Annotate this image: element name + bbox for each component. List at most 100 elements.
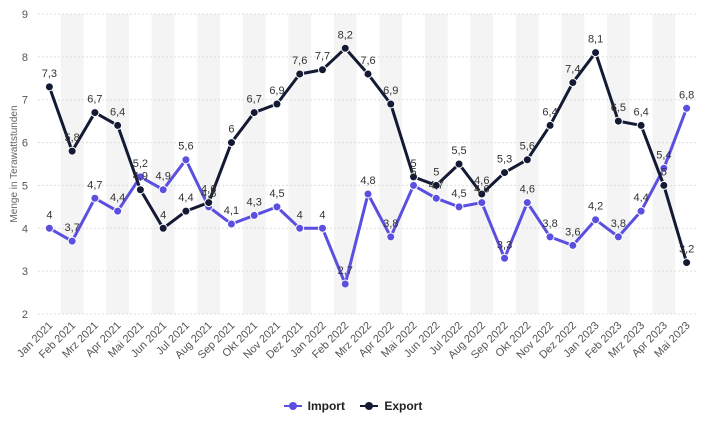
data-label-import: 4,4 — [110, 192, 125, 204]
legend: Import Export — [0, 399, 706, 414]
data-point-export — [317, 65, 327, 75]
data-point-export — [613, 116, 623, 126]
data-point-export — [204, 198, 214, 208]
data-label-import: 3,8 — [611, 218, 626, 230]
data-point-import — [454, 202, 464, 212]
data-point-export — [272, 99, 282, 109]
data-label-export: 8,2 — [338, 29, 353, 41]
data-point-export — [545, 120, 555, 130]
data-point-export — [363, 69, 373, 79]
data-point-export — [682, 258, 692, 268]
y-tick-label: 3 — [22, 266, 28, 278]
data-label-import: 4,5 — [201, 188, 216, 200]
column-band — [424, 14, 448, 314]
column-band — [151, 14, 175, 314]
y-tick-label: 2 — [22, 309, 28, 321]
data-label-import: 5,2 — [133, 158, 148, 170]
data-label-export: 4,9 — [133, 171, 148, 183]
data-point-import — [545, 232, 555, 242]
data-point-export — [454, 159, 464, 169]
data-label-import: 6,8 — [679, 89, 694, 101]
legend-label-import: Import — [307, 399, 345, 413]
data-point-export — [522, 155, 532, 165]
y-tick-label: 4 — [22, 223, 28, 235]
column-band — [288, 14, 312, 314]
data-point-import — [90, 193, 100, 203]
data-point-export — [90, 108, 100, 118]
column-band — [606, 14, 630, 314]
data-label-export: 6 — [228, 124, 234, 136]
data-label-export: 8,1 — [588, 34, 603, 46]
data-label-export: 6,9 — [383, 85, 398, 97]
y-tick-label: 7 — [22, 95, 28, 107]
data-label-import: 4,6 — [474, 184, 489, 196]
data-point-import — [249, 210, 259, 220]
data-point-export — [44, 82, 54, 92]
data-point-import — [363, 189, 373, 199]
data-label-export: 6,5 — [611, 102, 626, 114]
data-point-export — [500, 168, 510, 178]
data-point-export — [477, 189, 487, 199]
data-point-import — [568, 240, 578, 250]
legend-item-export[interactable]: Export — [360, 399, 422, 413]
data-label-import: 4,9 — [156, 171, 171, 183]
data-point-export — [386, 99, 396, 109]
data-point-export — [181, 206, 191, 216]
data-point-import — [181, 155, 191, 165]
column-band — [60, 14, 84, 314]
data-label-import: 4,5 — [451, 188, 466, 200]
data-point-export — [591, 48, 601, 58]
data-point-import — [500, 253, 510, 263]
data-point-export — [113, 120, 123, 130]
data-point-import — [659, 163, 669, 173]
column-band — [197, 14, 221, 314]
data-point-import — [67, 236, 77, 246]
column-band — [470, 14, 494, 314]
data-point-export — [249, 108, 259, 118]
data-label-import: 3,6 — [565, 226, 580, 238]
data-label-export: 6,4 — [633, 106, 648, 118]
data-label-export: 4 — [160, 209, 166, 221]
legend-label-export: Export — [384, 399, 423, 413]
data-label-export: 5,3 — [497, 154, 512, 166]
data-label-import: 4,2 — [588, 201, 603, 213]
data-labels: 43,74,74,45,24,95,64,54,14,34,54 42,74,83… — [42, 29, 695, 277]
data-label-export: 4,6 — [474, 175, 489, 187]
data-label-import: 4,1 — [224, 205, 239, 217]
data-point-import — [636, 206, 646, 216]
data-point-import — [226, 219, 236, 229]
data-point-import — [340, 279, 350, 289]
data-point-export — [636, 120, 646, 130]
data-label-export: 4,6 — [201, 184, 216, 196]
column-band — [333, 14, 357, 314]
data-label-import: 4,7 — [87, 179, 102, 191]
data-point-import — [522, 198, 532, 208]
data-label-import: 4,3 — [247, 196, 262, 208]
legend-swatch-export — [360, 401, 379, 411]
data-point-import — [113, 206, 123, 216]
column-band — [106, 14, 130, 314]
data-point-import — [272, 202, 282, 212]
data-label-import: 3,8 — [383, 218, 398, 230]
y-tick-label: 6 — [22, 138, 28, 150]
legend-item-import[interactable]: Import — [283, 399, 345, 413]
data-point-export — [568, 78, 578, 88]
data-label-export: 5 — [433, 166, 439, 178]
data-point-export — [431, 180, 441, 190]
data-point-import — [431, 193, 441, 203]
data-point-import — [409, 180, 419, 190]
y-axis-label: Menge in Terawattstunden — [9, 105, 20, 222]
data-point-import — [158, 185, 168, 195]
data-point-export — [67, 146, 77, 156]
data-point-export — [135, 185, 145, 195]
data-label-export: 6,7 — [247, 94, 262, 106]
y-tick-label: 5 — [22, 180, 28, 192]
column-band — [242, 14, 266, 314]
data-label-import: 2,7 — [338, 265, 353, 277]
data-label-import: 4,5 — [269, 188, 284, 200]
column-band — [379, 14, 403, 314]
data-label-export: 7,6 — [360, 55, 375, 67]
data-label-import: 4 — [319, 209, 325, 221]
series-line-export — [47, 46, 689, 263]
